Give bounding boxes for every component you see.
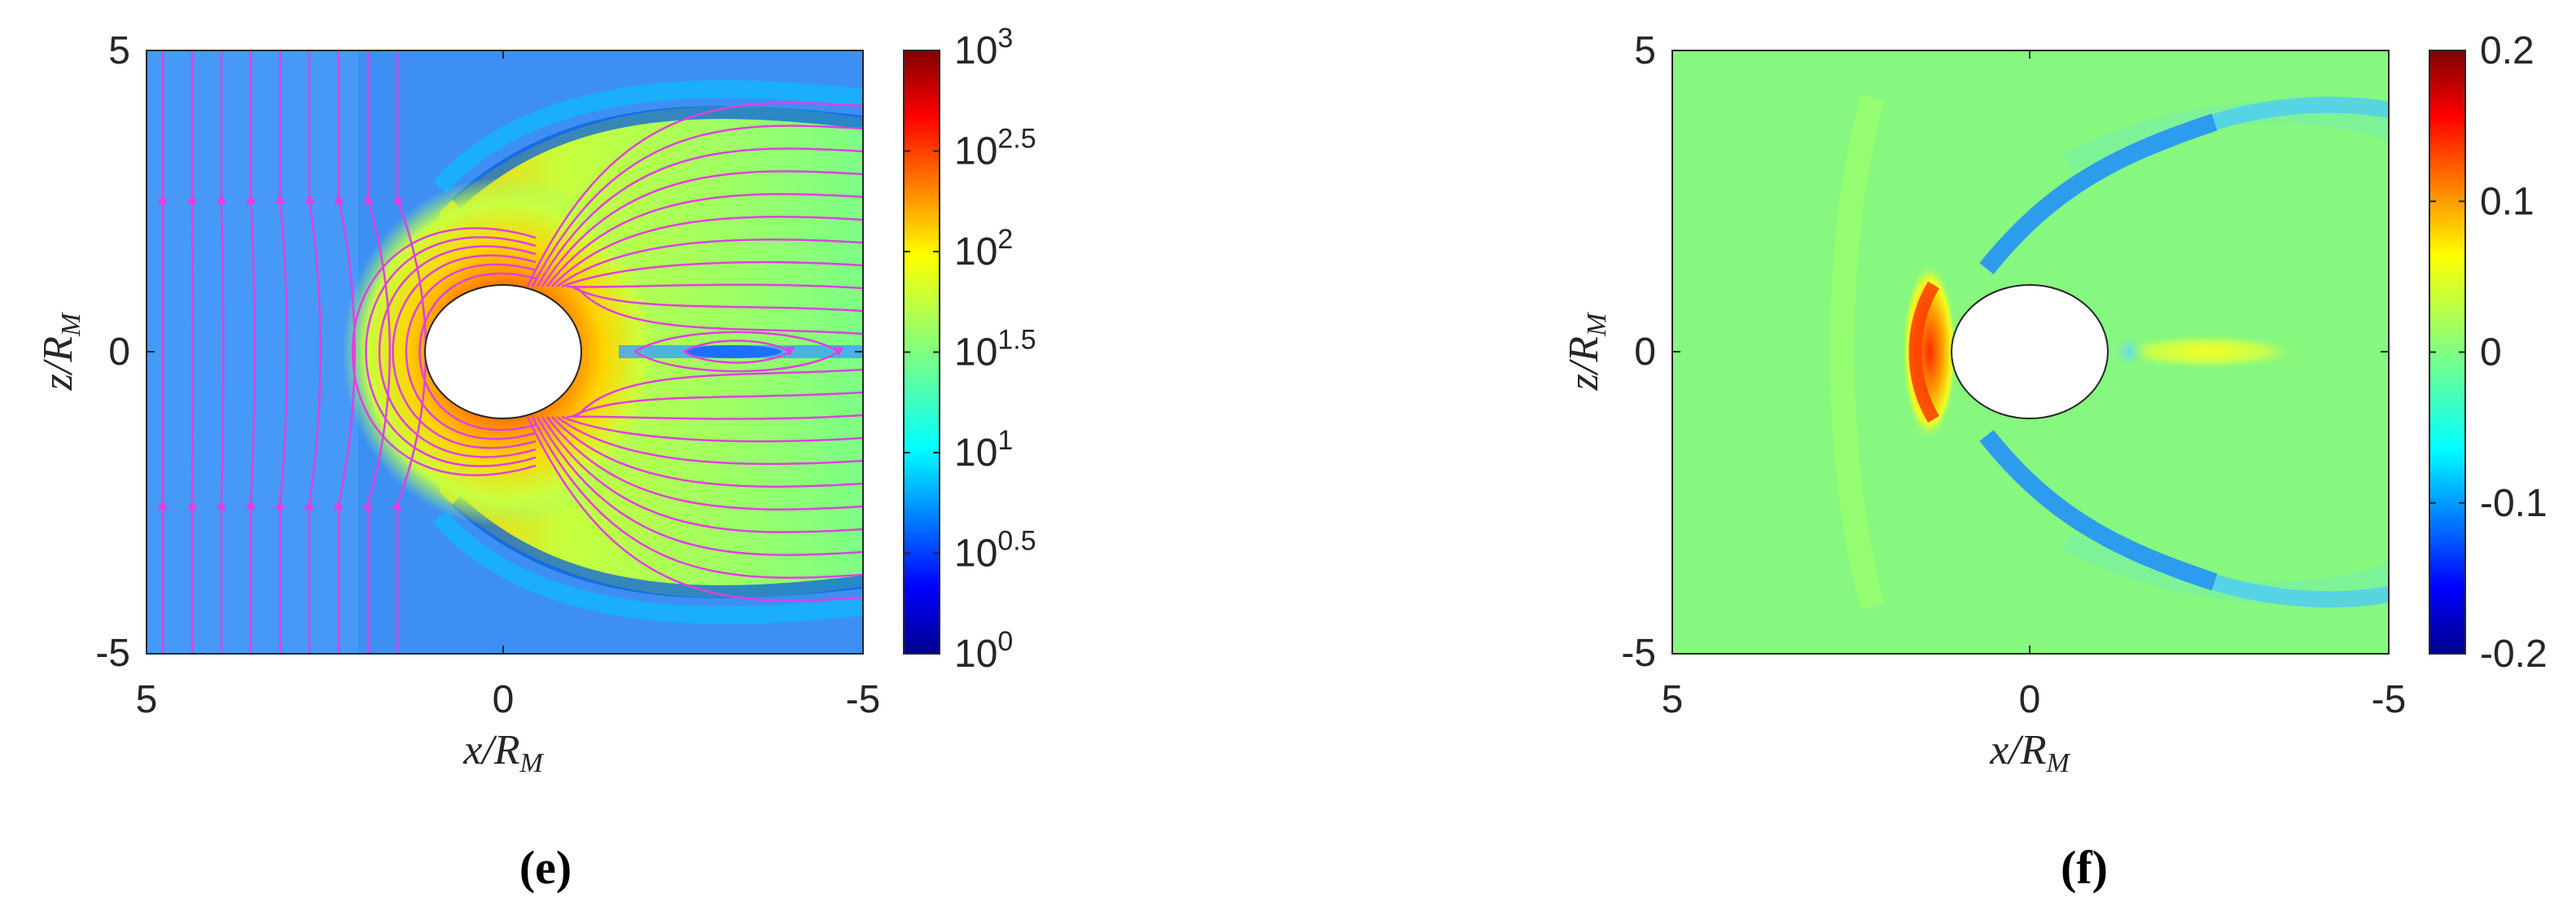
streamline [333,50,356,654]
streamline [186,50,198,654]
streamline [546,193,863,287]
streamline [216,50,227,654]
panel-f-ylabel: z/RM [1561,312,1612,391]
streamline [551,416,863,488]
streamline [526,416,863,602]
panel-f-xtick-5: 5 [1662,678,1684,721]
streamline [304,50,322,654]
panel-f-xtick-0: 0 [2019,678,2041,721]
streamline [531,416,863,579]
streamline [683,339,795,364]
streamline [531,125,863,287]
panel-e-xtick-5: 5 [136,678,158,721]
panel-f-ytick-neg5: -5 [1621,632,1656,675]
streamline [566,283,863,290]
streamline [378,245,537,458]
panel-e-ytick-0: 0 [108,331,130,374]
panel-e-label: (e) [519,841,572,894]
streamline [556,238,863,288]
panel-f-colorbar-label: -0.2 [2480,633,2548,676]
streamline [405,263,537,440]
streamline [571,285,863,313]
panel-f-ytick-5: 5 [1634,29,1656,72]
streamline [361,50,392,654]
streamline [576,368,863,418]
panel-f-colorbar-ticks: -0.2 -0.1 0 0.1 0.2 [2429,29,2548,676]
panel-f-ytick-0: 0 [1634,331,1656,374]
panel-e-xtick-0: 0 [493,678,515,721]
panel-f-colorbar-label: 0.2 [2480,29,2534,72]
panel-e-ytick-neg5: -5 [95,632,130,675]
panel-f-xtick-neg5: -5 [2372,678,2407,721]
panel-e-planet [424,284,582,419]
streamline [536,416,863,556]
panel-f-colorbar-label: 0.1 [2480,180,2534,223]
panel-e-colorbar-label: 102.5 [954,124,1036,173]
panel-e-colorbar-ticks: 100 100.5 101 101.5 102 102.5 103 [904,23,1036,676]
streamline [634,331,844,373]
streamline [365,236,537,467]
panel-f-colorbar-label: 0 [2480,331,2502,374]
streamline [536,147,863,287]
streamline [274,50,288,654]
panel-e-ytick-5: 5 [108,29,130,72]
streamline [576,286,863,335]
panel-f: 5 0 -5 5 0 -5 x/RM z/RM -0.2-0.100.10.2 … [1561,29,2548,894]
panel-e-xlabel: x/RM [462,727,544,778]
streamline [566,414,863,420]
streamline [561,415,863,443]
streamline [556,416,863,466]
panel-f-label: (f) [2061,841,2108,894]
streamline [561,261,863,288]
panel-e-ticks [147,50,863,654]
panel-e-colorbar-label: 102 [954,224,1013,274]
panel-e-colorbar-label: 101.5 [954,325,1036,374]
panel-e-colorbar-label: 100.5 [954,526,1036,576]
panel-e-xtick-neg5: -5 [846,678,881,721]
streamline [526,102,863,287]
streamline [245,50,256,654]
panel-e: 5 0 -5 5 0 -5 x/RM z/RM 100 100.5 101 101.5… [35,23,1036,894]
panel-e-streamlines [157,50,863,654]
panel-f-xlabel: x/RM [1989,727,2070,778]
streamline [392,254,537,449]
panel-f-ticks [1672,50,2389,654]
streamline [571,391,863,418]
streamline [418,272,537,431]
streamline [541,416,863,533]
panel-f-planet [1951,284,2109,419]
streamline [551,216,863,287]
streamline [541,170,863,287]
panel-e-colorbar-label: 100 [954,626,1013,676]
panel-e-colorbar-label: 101 [954,425,1013,475]
panel-f-colorbar-label: -0.1 [2480,482,2548,525]
panel-e-ylabel: z/RM [35,312,86,391]
streamline [351,227,537,476]
panel-e-colorbar-label: 103 [954,23,1013,72]
streamline [545,416,863,510]
